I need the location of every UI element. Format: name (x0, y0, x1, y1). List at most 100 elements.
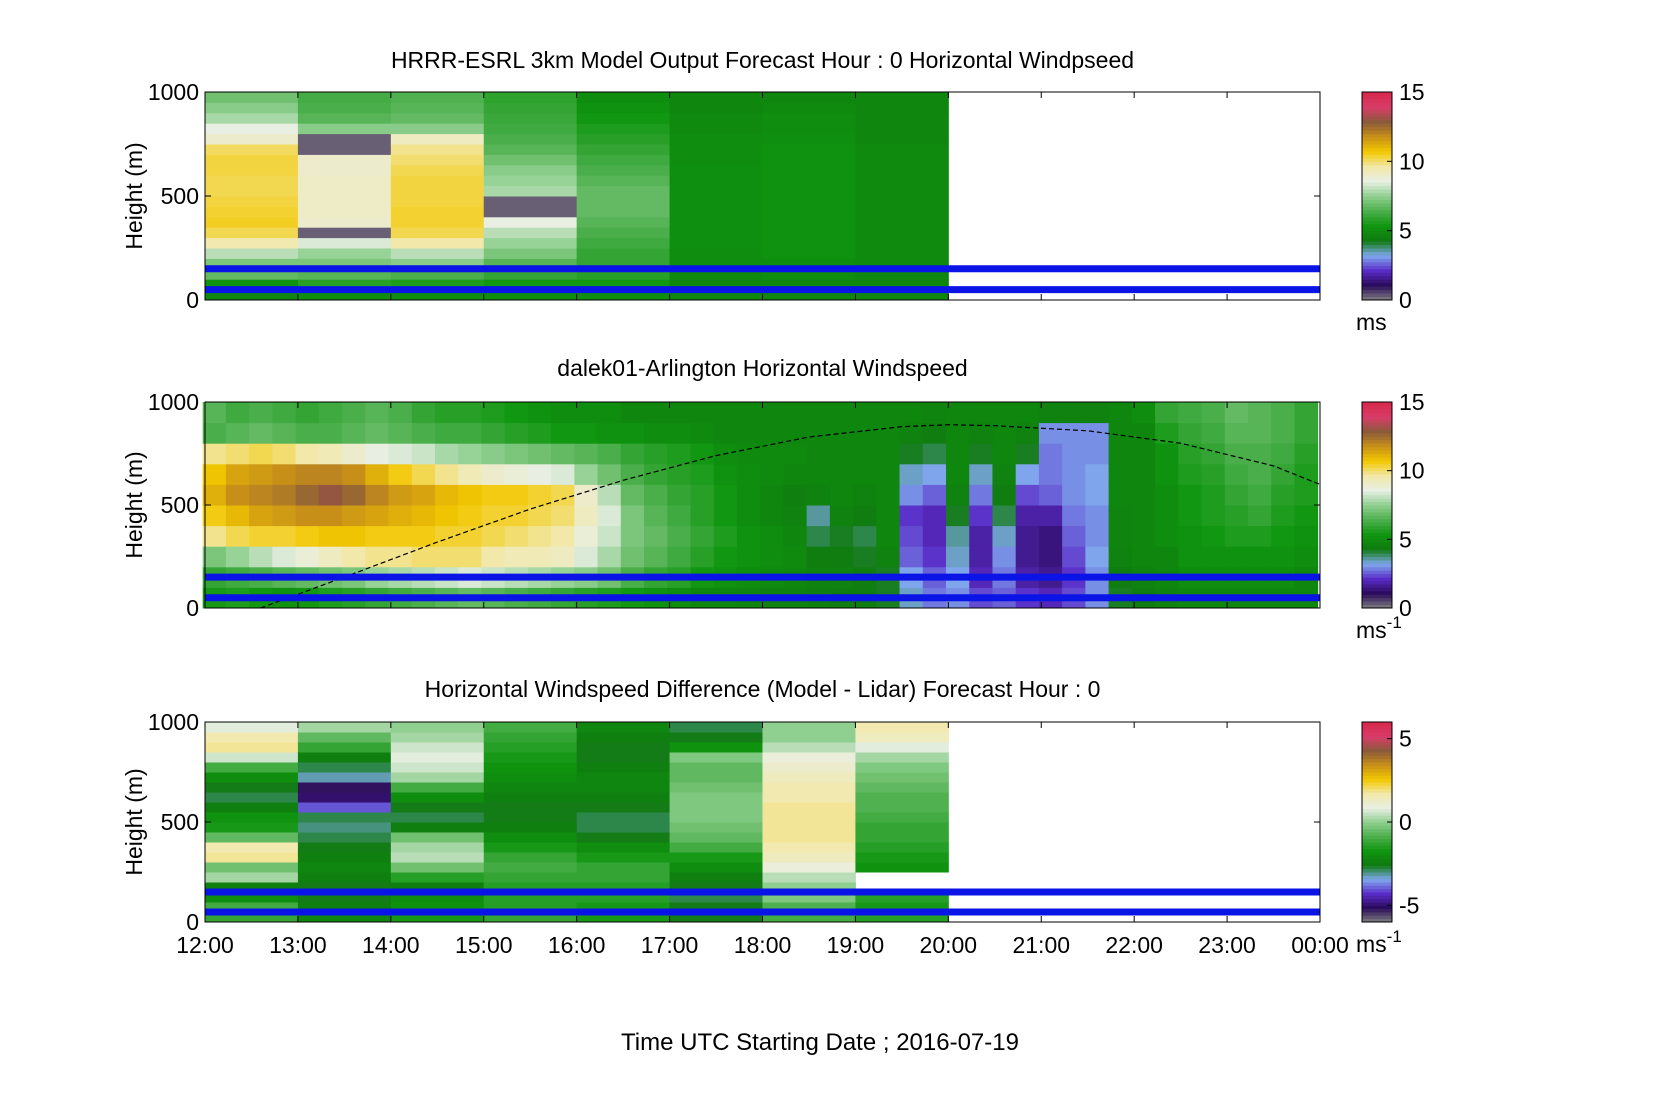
heatmap-cell (1038, 402, 1063, 424)
heatmap-cell (202, 505, 227, 527)
heatmap-cell (1271, 546, 1295, 568)
heatmap-cell (365, 443, 390, 465)
heatmap-cell (411, 422, 436, 444)
heatmap-cell (855, 279, 949, 291)
colorbar-segment (1362, 175, 1392, 180)
colorbar-segment (1362, 474, 1392, 479)
heatmap-cell (1201, 484, 1226, 506)
colorbar-segment (1362, 272, 1392, 277)
heatmap-cell (297, 772, 392, 783)
heatmap-cell (762, 852, 856, 863)
colorbar-segment (1362, 279, 1392, 284)
colorbar-segment (1362, 885, 1392, 890)
heatmap-cell (434, 463, 459, 485)
heatmap-cell (760, 546, 784, 568)
heatmap-cell (597, 505, 622, 527)
colorbar-segment (1362, 144, 1392, 148)
colorbar-segment (1362, 858, 1392, 863)
heatmap-cell (481, 484, 506, 506)
heatmap-cell (390, 902, 485, 913)
heatmap-cell (318, 525, 343, 547)
heatmap-cell (829, 546, 854, 568)
heatmap-cell (855, 772, 949, 783)
heatmap-cell (669, 268, 763, 280)
colorbar-tick-label: 5 (1399, 526, 1412, 552)
heatmap-cell (483, 144, 578, 155)
heatmap-cell (644, 443, 668, 465)
colorbar-tick-label: 10 (1399, 458, 1425, 484)
colorbar-segment (1362, 123, 1392, 128)
heatmap-cell (762, 742, 856, 753)
heatmap-cell (205, 185, 299, 197)
colorbar-segment (1362, 812, 1392, 816)
heatmap-cell (667, 505, 691, 527)
heatmap-cell (388, 463, 413, 485)
heatmap-cell (390, 133, 485, 145)
colorbar-segment (1362, 196, 1392, 200)
heatmap-cell (669, 133, 763, 145)
heatmap-cell (690, 484, 715, 506)
heatmap-cell (762, 123, 856, 135)
heatmap-cell (762, 196, 856, 207)
colorbar-segment (1362, 549, 1392, 554)
heatmap-cell (876, 402, 901, 424)
heatmap-cell (1062, 443, 1086, 465)
heatmap-cell (249, 505, 273, 527)
heatmap-cell (1085, 402, 1110, 424)
panel-3: Horizontal Windspeed Difference (Model -… (121, 676, 1419, 958)
heatmap-cell (205, 772, 299, 783)
colorbar-segment (1362, 480, 1392, 485)
heatmap-cell (576, 92, 671, 103)
heatmap-cell (762, 782, 856, 793)
heatmap-cell (483, 872, 578, 883)
heatmap-cell (390, 762, 485, 773)
colorbar-segment (1362, 895, 1392, 900)
heatmap-cell (1294, 463, 1319, 485)
colorbar-tick-label: -5 (1399, 892, 1419, 918)
heatmap-cell (855, 792, 949, 803)
heatmap-cell (669, 852, 763, 863)
heatmap-cell (481, 505, 506, 527)
colorbar-segment (1362, 161, 1392, 166)
heatmap-cell (762, 822, 856, 833)
heatmap-cell (576, 268, 671, 280)
heatmap-cell (855, 862, 949, 873)
heatmap-cell (202, 484, 227, 506)
heatmap-cell (762, 268, 856, 280)
heatmap-cell (411, 525, 436, 547)
heatmap-cell (1247, 402, 1272, 424)
heatmap-cell (1271, 484, 1295, 506)
heatmap-cell (669, 912, 763, 923)
heatmap-cell (205, 112, 299, 124)
heatmap-cell (1062, 525, 1086, 547)
colorbar-segment (1362, 835, 1392, 840)
colorbar-segment (1362, 102, 1392, 107)
y-axis-label: Height (m) (121, 142, 147, 249)
heatmap-cell (390, 258, 485, 270)
heatmap-cell (1131, 505, 1156, 527)
heatmap-cell (992, 505, 1017, 527)
heatmap-cell (1085, 484, 1110, 506)
heatmap-cell (205, 133, 299, 145)
colorbar-segment (1362, 289, 1392, 294)
heatmap-cell (669, 752, 763, 763)
heatmap-cell (1131, 402, 1156, 424)
heatmap-cell (992, 443, 1017, 465)
heatmap-cell (297, 732, 392, 743)
heatmap-cell (783, 402, 808, 424)
heatmap-cell (1155, 505, 1179, 527)
heatmap-cell (434, 505, 459, 527)
heatmap-cell (736, 505, 761, 527)
colorbar-segment (1362, 822, 1392, 826)
heatmap-cell (1038, 525, 1063, 547)
heatmap-cell (205, 842, 299, 853)
heatmap-cell (1271, 505, 1295, 527)
heatmap-cell (762, 902, 856, 913)
y-tick-label: 1000 (148, 79, 199, 105)
heatmap-cell (855, 185, 949, 197)
heatmap-cell (669, 762, 763, 773)
colorbar-segment (1362, 477, 1392, 482)
heatmap-cell (483, 792, 578, 803)
heatmap-cell (922, 484, 947, 506)
colorbar-segment (1362, 213, 1392, 218)
